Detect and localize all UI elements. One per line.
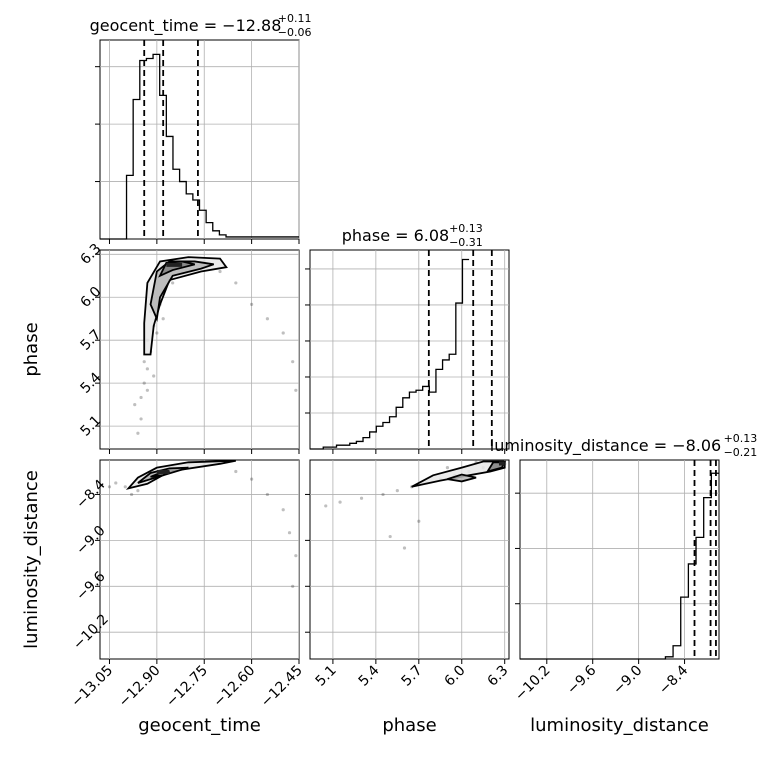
scatter-point — [133, 403, 137, 407]
histogram-geocent_time — [100, 53, 299, 240]
pair-panel-geocent_time-phase-frame — [99, 249, 300, 450]
xtick-label-phase: 6.0 — [442, 663, 469, 690]
title-plus-phase: +0.13 — [449, 222, 483, 235]
scatter-point — [388, 534, 392, 539]
xlabel-phase: phase — [382, 715, 436, 736]
xtick-label-phase: 5.7 — [399, 663, 426, 690]
scatter-point — [291, 360, 295, 364]
scatter-point — [250, 302, 254, 307]
xlabel-geocent_time: geocent_time — [138, 715, 261, 736]
xtick-label-geocent_time: −12.90 — [116, 663, 164, 711]
scatter-point — [359, 496, 364, 500]
xtick-label-luminosity_distance: −10.2 — [512, 663, 554, 705]
scatter-point — [218, 269, 222, 274]
density-core — [156, 469, 170, 474]
scatter-point — [395, 489, 399, 493]
scatter-point — [402, 546, 407, 550]
scatter-point — [129, 492, 134, 497]
scatter-point — [171, 281, 175, 285]
scatter-point — [152, 374, 156, 378]
scatter-point — [338, 500, 342, 504]
scatter-point — [265, 492, 270, 497]
scatter-point — [281, 331, 285, 335]
hist-group-geocent_time — [95, 40, 300, 244]
xtick-label-luminosity_distance: −9.6 — [564, 662, 599, 697]
xtick-label-phase: 6.3 — [484, 663, 511, 690]
title-main-phase: phase = 6.08 — [342, 226, 449, 245]
ylabel-phase: phase — [21, 322, 42, 376]
xtick-label-geocent_time: −12.60 — [210, 663, 258, 711]
pair-group-2 — [310, 460, 509, 659]
scatter-point — [145, 367, 149, 371]
scatter-point — [136, 431, 140, 435]
pair-group-1 — [100, 460, 299, 659]
hist-panel-phase-frame — [309, 249, 510, 450]
scatter-point — [142, 381, 146, 385]
title-main-geocent_time: geocent_time = −12.88 — [90, 16, 282, 36]
scatter-point — [250, 477, 254, 481]
title-plus-geocent_time: +0.11 — [278, 12, 312, 25]
title-main-luminosity_distance: luminosity_distance = −8.06 — [490, 436, 721, 456]
xtick-label-luminosity_distance: −9.0 — [610, 663, 645, 698]
pair-group-0 — [100, 250, 299, 449]
title-geocent_time: geocent_time = −12.88+0.11−0.06 — [90, 12, 312, 39]
scatter-point — [281, 508, 285, 512]
scatter-point — [139, 417, 143, 421]
xtick-label-phase: 5.4 — [356, 662, 383, 689]
title-luminosity_distance: luminosity_distance = −8.06 +0.13−0.21 — [490, 432, 758, 459]
hist-group-phase — [305, 250, 509, 454]
scatter-point — [161, 317, 165, 321]
contour-level-2 — [149, 260, 215, 322]
scatter-point — [107, 485, 112, 489]
title-minus-geocent_time: −0.06 — [278, 26, 312, 39]
scatter-point — [234, 469, 238, 474]
contour-level-2 — [447, 473, 477, 483]
xtick-label-geocent_time: −13.05 — [68, 663, 116, 711]
scatter-point — [234, 281, 238, 285]
scatter-point — [145, 388, 149, 392]
title-minus-phase: −0.31 — [449, 236, 483, 249]
scatter-point — [294, 554, 298, 558]
scatter-point — [287, 531, 292, 535]
scatter-point — [381, 492, 385, 497]
density-core — [166, 262, 183, 267]
xtick-label-geocent_time: −12.75 — [163, 663, 211, 711]
scatter-point — [139, 395, 143, 400]
title-plus-luminosity_distance: +0.13 — [724, 432, 758, 445]
pair-panel-phase-luminosity_distance-frame — [309, 459, 510, 660]
title-minus-luminosity_distance: −0.21 — [724, 446, 758, 459]
pair-panel-geocent_time-luminosity_distance-frame — [99, 459, 300, 660]
title-phase: phase = 6.08 +0.13−0.31 — [342, 222, 483, 249]
scatter-point — [142, 360, 146, 364]
ylabel-luminosity_distance: luminosity_distance — [21, 470, 42, 649]
xtick-label-phase: 5.1 — [313, 663, 340, 690]
scatter-point — [155, 331, 159, 335]
hist-panel-luminosity_distance-frame — [519, 459, 720, 660]
xlabel-luminosity_distance: luminosity_distance — [530, 715, 709, 736]
scatter-point — [294, 388, 298, 392]
scatter-point — [136, 489, 140, 493]
scatter-point — [417, 519, 421, 523]
scatter-point — [123, 485, 127, 489]
xtick-label-luminosity_distance: −8.4 — [656, 662, 691, 697]
xtick-label-geocent_time: −12.45 — [258, 663, 306, 711]
density-core — [498, 461, 505, 466]
scatter-point — [291, 584, 295, 588]
scatter-point — [324, 504, 328, 508]
histogram-phase — [310, 258, 470, 450]
scatter-point — [445, 466, 450, 470]
scatter-point — [114, 481, 118, 485]
histogram-luminosity_distance — [520, 472, 719, 660]
hist-group-luminosity_distance — [515, 460, 719, 664]
scatter-point — [265, 317, 270, 321]
